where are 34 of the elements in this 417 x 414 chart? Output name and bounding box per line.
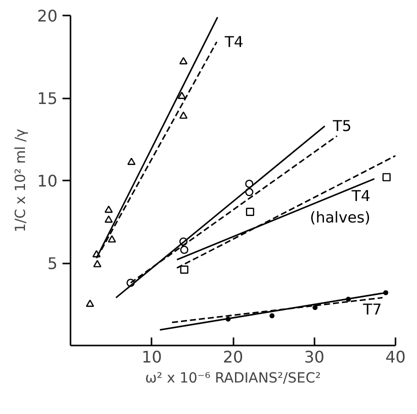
point [382, 173, 391, 182]
x-tick-label: 30 [304, 348, 324, 366]
point [245, 188, 254, 196]
point [108, 235, 116, 243]
point [179, 237, 188, 246]
x-tick-label: 20 [222, 348, 244, 366]
series-label: T4 [224, 32, 244, 51]
series-label: T5 [332, 117, 352, 136]
point [104, 215, 113, 223]
point [270, 313, 274, 318]
y-tick-label: 20 [37, 6, 58, 26]
point [245, 180, 254, 188]
x-tick-label: 10 [142, 348, 162, 366]
series-label: T4 (halves) [310, 186, 370, 226]
y-tick-label: 5 [47, 254, 58, 273]
point [86, 300, 94, 307]
y-tick-label: 15 [37, 89, 58, 108]
point [179, 57, 188, 64]
point [126, 278, 135, 287]
point [178, 92, 186, 99]
point [246, 208, 254, 216]
point [180, 246, 188, 254]
y-axis-title: 1/C x 10² ml /γ [13, 128, 30, 232]
point [93, 260, 102, 268]
point [127, 158, 136, 165]
point [180, 266, 188, 274]
point [179, 112, 188, 119]
y-tick-label: 10 [37, 172, 58, 190]
series-label: T7 [362, 300, 382, 319]
point [104, 206, 113, 213]
point [92, 250, 101, 258]
point [312, 305, 318, 310]
x-tick-label: 40 [385, 348, 406, 366]
x-axis-title: ω² x 10⁻⁶ RADIANS²/SEC² [145, 370, 321, 386]
